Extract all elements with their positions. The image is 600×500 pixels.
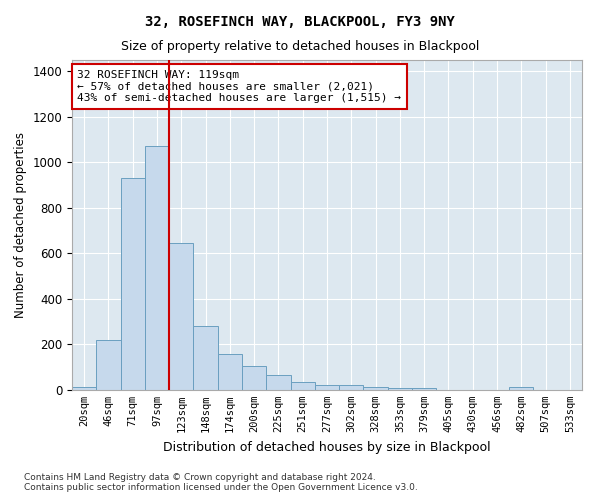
Bar [242,366,266,390]
Bar [169,243,193,390]
Bar [193,326,218,390]
Bar [121,178,145,390]
X-axis label: Distribution of detached houses by size in Blackpool: Distribution of detached houses by size … [163,440,491,454]
Text: Size of property relative to detached houses in Blackpool: Size of property relative to detached ho… [121,40,479,53]
Bar [412,388,436,390]
Bar [72,388,96,390]
Bar [218,354,242,390]
Bar [145,146,169,390]
Bar [339,386,364,390]
Text: 32 ROSEFINCH WAY: 119sqm
← 57% of detached houses are smaller (2,021)
43% of sem: 32 ROSEFINCH WAY: 119sqm ← 57% of detach… [77,70,401,103]
Bar [364,388,388,390]
Text: 32, ROSEFINCH WAY, BLACKPOOL, FY3 9NY: 32, ROSEFINCH WAY, BLACKPOOL, FY3 9NY [145,15,455,29]
Text: Contains HM Land Registry data © Crown copyright and database right 2024.
Contai: Contains HM Land Registry data © Crown c… [24,473,418,492]
Bar [509,388,533,390]
Bar [96,340,121,390]
Bar [266,375,290,390]
Y-axis label: Number of detached properties: Number of detached properties [14,132,27,318]
Bar [388,388,412,390]
Bar [290,382,315,390]
Bar [315,386,339,390]
